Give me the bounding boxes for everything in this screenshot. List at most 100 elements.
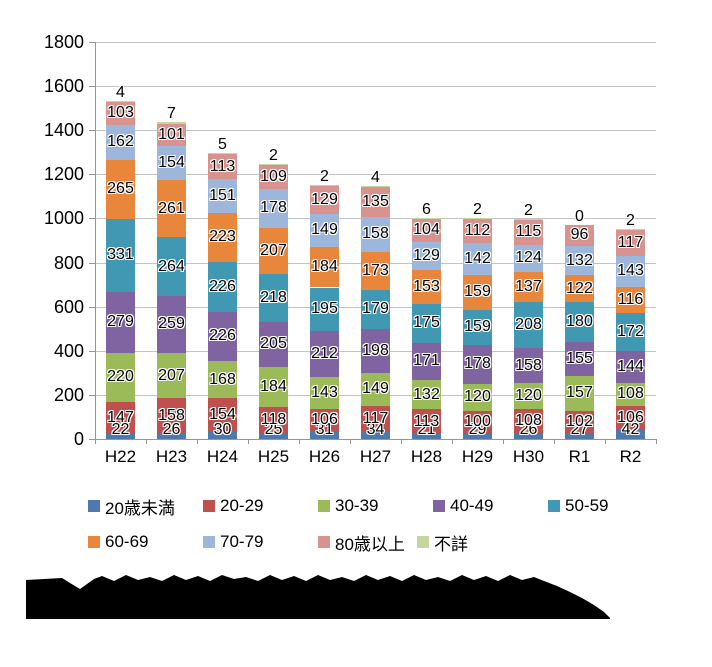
segment-label: 108 [515,412,542,430]
segment-label: 162 [107,133,134,151]
y-axis-tick [89,130,95,132]
bar-segment [463,243,492,275]
segment-label: 143 [311,384,338,401]
legend-marker-icon [203,536,215,548]
legend-item: 20歳未満 [88,494,203,519]
legend-label: 不詳 [434,534,468,554]
legend-label: 50-59 [565,496,609,515]
bar-segment [361,431,390,439]
bar-segment [157,398,186,434]
segment-label: 220 [107,368,134,386]
legend-marker-icon [433,500,445,512]
bar-segment [361,186,390,187]
segment-label: 198 [362,341,389,359]
legend-label: 20-29 [220,496,264,515]
bar-segment [208,153,237,155]
bar-segment [208,398,237,433]
segment-label: 21 [417,421,436,438]
gridline [95,130,656,132]
bar-segment [412,217,441,219]
bar-segment [514,433,543,439]
bar-segment [208,179,237,213]
y-axis-label: 1600 [43,76,84,97]
legend-row: 20歳未満 20-29 30-39 40-49 50-59 [88,496,609,518]
segment-label: 208 [515,316,542,334]
x-axis-label: R1 [568,447,591,466]
bar-segment [361,329,390,373]
bar-segment [514,383,543,410]
segment-label: 129 [413,247,440,265]
bar-segment [157,179,186,238]
bar-segment [361,216,390,252]
segment-label: 27 [570,421,589,438]
segment-label: 149 [311,221,338,239]
y-axis-tick [89,394,95,396]
x-axis-label: H23 [155,447,188,466]
segment-label: 132 [413,385,440,403]
segment-label: 223 [209,228,236,246]
bar-segment [157,123,186,146]
y-axis-label: 200 [53,384,84,405]
segment-label: 4 [371,169,380,187]
bar-segment [259,407,288,434]
y-axis-tick [89,218,95,220]
x-axis-tick [248,440,249,444]
bar-segment [310,185,339,215]
y-axis-label: 1400 [43,120,84,141]
y-axis-label: 400 [53,340,84,361]
segment-label: 153 [413,278,440,296]
bar-segment [463,344,492,385]
segment-label: 117 [362,409,389,427]
bar-segment [310,377,339,409]
bar-segment [106,291,135,354]
bar-segment [412,380,441,410]
segment-label: 2 [473,201,482,219]
y-axis-label: 1800 [43,32,84,52]
bar-segment [514,219,543,245]
segment-label: 154 [209,406,236,424]
segment-label: 113 [209,157,236,175]
bar-segment [361,289,390,330]
bar-segment [310,246,339,288]
segment-label: 143 [617,262,644,280]
bar-segment [463,218,492,244]
segment-label: 106 [617,409,644,427]
bar-segment [310,408,339,433]
bar-segment [565,410,594,434]
segment-label: 106 [311,411,338,429]
bar-segment [412,304,441,343]
legend-marker-icon [88,500,100,512]
x-axis-tick [503,440,504,444]
bar-segment [106,100,135,102]
bar-segment [106,353,135,402]
bar-segment [106,101,135,125]
segment-label: 108 [617,385,644,403]
segment-label: 207 [260,241,287,259]
bar-segment [412,241,441,271]
bar-segment [208,311,237,362]
segment-label: 218 [260,288,287,306]
segment-label: 212 [311,344,338,362]
bar-segment [616,255,645,288]
legend-marker-icon [548,500,560,512]
segment-label: 135 [362,192,389,210]
segment-label: 184 [311,258,338,276]
x-axis-tick [299,440,300,444]
segment-label: 96 [570,226,589,244]
y-axis-label: 1200 [43,164,84,185]
x-axis-label: H29 [461,447,494,466]
legend-item: 80歳以上 [318,530,417,555]
bar-segment [157,295,186,353]
y-axis-label: 800 [53,252,84,273]
y-axis-tick [89,174,95,176]
segment-label: 226 [209,277,236,295]
segment-label: 118 [260,411,287,429]
segment-label: 171 [413,352,440,370]
segment-label: 129 [311,190,338,208]
segment-label: 101 [158,125,185,143]
x-axis-tick [605,440,606,444]
segment-label: 142 [464,250,491,268]
legend-item: 40-49 [433,496,548,516]
segment-label: 264 [158,257,185,275]
segment-label: 2 [626,212,635,230]
